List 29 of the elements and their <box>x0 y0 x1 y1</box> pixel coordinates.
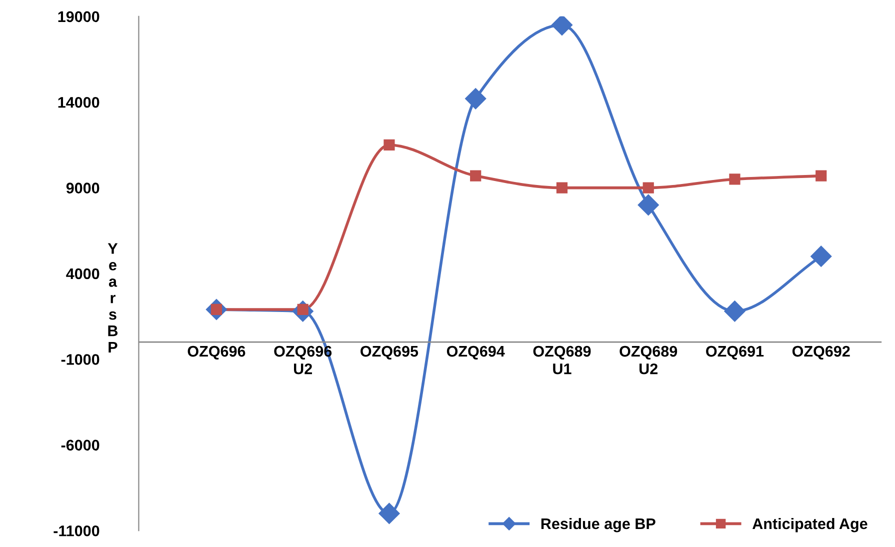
x-tick-label: OZQ695 <box>360 346 418 360</box>
point <box>556 182 568 194</box>
legend-label: Residue age BP <box>541 518 656 532</box>
point <box>810 246 832 267</box>
point <box>642 182 654 194</box>
x-tick-label: OZQ689 U2 <box>620 346 678 374</box>
point <box>378 502 400 524</box>
y-tick-label: -6000 <box>61 440 100 451</box>
y-tick-label: 9000 <box>66 182 100 194</box>
legend-label: Anticipated Age <box>752 518 868 532</box>
x-tick-label: OZQ694 <box>446 346 505 360</box>
x-tick-label: OZQ696 <box>188 346 246 360</box>
point <box>465 88 486 110</box>
x-tick-label: OZQ692 <box>792 346 850 360</box>
point <box>724 300 746 322</box>
point <box>816 170 827 182</box>
x-tick-label: OZQ689 U1 <box>533 346 591 374</box>
point <box>729 174 740 185</box>
y-tick-label: -11000 <box>54 525 100 536</box>
y-tick-label: 14000 <box>58 96 100 108</box>
point <box>551 16 572 36</box>
point <box>384 139 395 151</box>
x-tick-label: OZQ691 <box>706 346 764 360</box>
y-axis-title: Years BP <box>108 243 118 353</box>
y-tick-label: 4000 <box>66 268 100 280</box>
point <box>470 170 482 182</box>
point <box>638 194 659 216</box>
y-tick-label: 19000 <box>58 11 100 22</box>
y-tick-label: -1000 <box>61 354 100 365</box>
